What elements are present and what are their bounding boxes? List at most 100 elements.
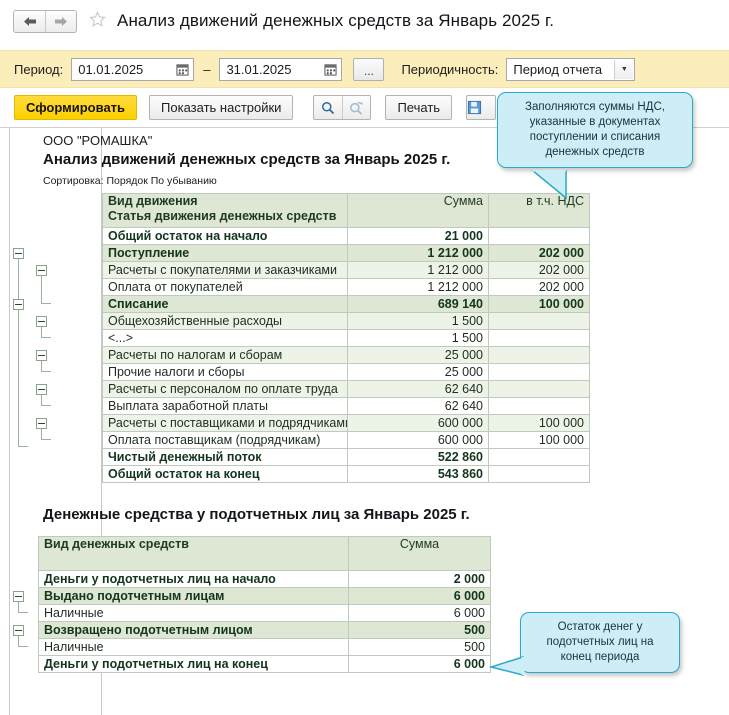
calendar-icon[interactable] <box>173 61 191 78</box>
row-sum: 21 000 <box>347 227 489 245</box>
table-row[interactable]: Поступление 1 212 000 202 000 <box>102 244 590 262</box>
search-next-button[interactable] <box>342 96 370 119</box>
period-select-button[interactable]: ... <box>353 57 385 81</box>
row-sum: 2 000 <box>348 570 491 588</box>
date-range-dash: – <box>203 61 211 77</box>
print-button[interactable]: Печать <box>385 95 453 120</box>
row-label: Поступление <box>102 244 348 262</box>
tree-toggle-nalogi[interactable] <box>36 350 47 361</box>
row-label: Прочие налоги и сборы <box>102 363 348 381</box>
row-sum: 500 <box>348 621 491 639</box>
row-label: Наличные <box>38 604 349 622</box>
search-button[interactable] <box>314 96 342 119</box>
row-vat: 100 000 <box>488 431 590 449</box>
periodicity-select[interactable]: Период отчета ▼ <box>506 57 636 81</box>
tree-toggle-postavshchiki[interactable] <box>36 418 47 429</box>
table-row[interactable]: Общехозяйственные расходы 1 500 <box>102 312 590 330</box>
tree-line <box>41 303 51 304</box>
tree-controls-2 <box>0 128 101 715</box>
row-label: Наличные <box>38 638 349 656</box>
tree-line <box>41 439 51 440</box>
table-row[interactable]: Расчеты с персоналом по оплате труда 62 6… <box>102 380 590 398</box>
report-area: ООО "РОМАШКА" Анализ движений денежных с… <box>0 127 729 715</box>
table-row[interactable]: Выплата заработной платы 62 640 <box>102 397 590 415</box>
periodicity-label: Периодичность: <box>401 61 499 77</box>
forward-button[interactable] <box>45 10 76 32</box>
tree-line <box>41 371 51 372</box>
date-from-field[interactable]: 01.01.2025 <box>71 57 195 81</box>
tree-line <box>18 596 19 612</box>
tree-toggle-spisanie[interactable] <box>13 299 24 310</box>
tree-line <box>41 337 51 338</box>
table-row[interactable]: Наличные 500 <box>38 638 491 656</box>
date-to-field[interactable]: 31.01.2025 <box>219 57 343 81</box>
table-row[interactable]: Прочие налоги и сборы 25 000 <box>102 363 590 381</box>
row-label: Оплата поставщикам (подрядчикам) <box>102 431 348 449</box>
row-label: Общехозяйственные расходы <box>102 312 348 330</box>
table-row[interactable]: Наличные 6 000 <box>38 604 491 622</box>
report2-title: Денежные средства у подотчетных лиц за Я… <box>43 506 470 523</box>
date-from-value: 01.01.2025 <box>78 61 144 77</box>
show-settings-button[interactable]: Показать настройки <box>149 95 294 120</box>
table-row[interactable]: Чистый денежный поток 522 860 <box>102 448 590 466</box>
row-label: Общий остаток на начало <box>102 227 348 245</box>
tree-toggle-raschety-pokupateli[interactable] <box>36 265 47 276</box>
favorite-star-icon[interactable] <box>89 10 106 31</box>
table-row[interactable]: Деньги у подотчетных лиц на начало 2 000 <box>38 570 491 588</box>
table-row[interactable]: Оплата поставщикам (подрядчикам) 600 000 1… <box>102 431 590 449</box>
callout-balance-note: Остаток денег у подотчетных лиц на конец… <box>520 612 680 673</box>
tree-controls-1 <box>0 128 101 715</box>
tree-toggle-personal[interactable] <box>36 384 47 395</box>
row-sum: 62 640 <box>347 380 489 398</box>
tree-toggle-obshchehoz[interactable] <box>36 316 47 327</box>
table-row[interactable]: Возвращено подотчетным лицом 500 <box>38 621 491 639</box>
row-sum: 1 500 <box>347 329 489 347</box>
row-vat <box>488 397 590 415</box>
callout-vat-note: Заполняются суммы НДС, указанные в докум… <box>497 92 693 168</box>
tree-toggle-vydano[interactable] <box>13 591 24 602</box>
row-sum: 1 500 <box>347 312 489 330</box>
table-row[interactable]: Деньги у подотчетных лиц на конец 6 000 <box>38 655 491 673</box>
row-sum: 6 000 <box>348 655 491 673</box>
chevron-down-icon[interactable]: ▼ <box>614 59 634 79</box>
row-vat <box>488 346 590 364</box>
row-label: Выдано подотчетным лицам <box>38 587 349 605</box>
table-row[interactable]: Расчеты с поставщиками и подрядчиками 600… <box>102 414 590 432</box>
table-row[interactable]: <...> 1 500 <box>102 329 590 347</box>
tree-line <box>18 646 28 647</box>
table-row[interactable]: Оплата от покупателей 1 212 000 202 000 <box>102 278 590 296</box>
tree-line <box>41 389 42 405</box>
tree-toggle-postuplenie[interactable] <box>13 248 24 259</box>
row-vat <box>488 363 590 381</box>
table-row[interactable]: Списание 689 140 100 000 <box>102 295 590 313</box>
arrow-left-icon <box>23 16 36 26</box>
row-vat: 202 000 <box>488 244 590 262</box>
search-button-group <box>313 95 372 120</box>
column-header-vat: в т.ч. НДС <box>488 193 590 228</box>
navigation-buttons <box>13 9 77 33</box>
row-sum: 500 <box>348 638 491 656</box>
row-vat <box>488 227 590 245</box>
generate-button[interactable]: Сформировать <box>14 95 138 120</box>
tree-toggle-vozvrashcheno[interactable] <box>13 625 24 636</box>
table-row[interactable]: Выдано подотчетным лицам 6 000 <box>38 587 491 605</box>
table-row[interactable]: Расчеты по налогам и сборам 25 000 <box>102 346 590 364</box>
row-sum: 1 212 000 <box>347 278 489 296</box>
row-sum: 543 860 <box>347 465 489 483</box>
column-header-sum: Сумма <box>348 536 491 571</box>
organization-name: ООО "РОМАШКА" <box>43 133 153 148</box>
more-actions-button[interactable] <box>466 95 497 120</box>
save-icon <box>467 100 482 115</box>
row-label: Возвращено подотчетным лицом <box>38 621 349 639</box>
tree-line <box>18 446 28 447</box>
row-sum: 62 640 <box>347 397 489 415</box>
row-vat <box>488 465 590 483</box>
row-label: Списание <box>102 295 348 313</box>
table-row[interactable]: Общий остаток на начало 21 000 <box>102 227 590 245</box>
back-button[interactable] <box>14 10 45 32</box>
table-header-row: Вид движения Статья движения денежных сре… <box>102 193 590 228</box>
row-sum: 6 000 <box>348 604 491 622</box>
table-row[interactable]: Общий остаток на конец 543 860 <box>102 465 590 483</box>
table-row[interactable]: Расчеты с покупателями и заказчиками 1 21… <box>102 261 590 279</box>
calendar-icon[interactable] <box>321 61 339 78</box>
